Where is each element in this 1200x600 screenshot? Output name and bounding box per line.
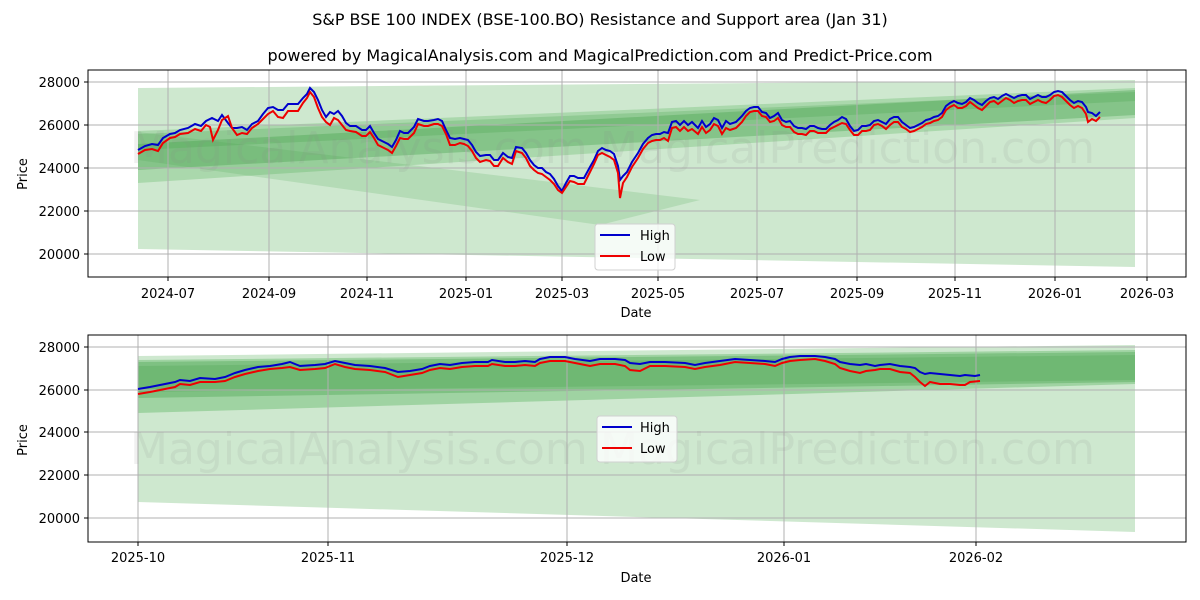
legend-high-label: High: [640, 229, 670, 244]
bottom-ytick: 24000: [39, 426, 80, 441]
bottom-ytick: 20000: [39, 512, 80, 527]
bottom-ytick: 22000: [39, 469, 80, 484]
bottom-y-axis: 28000 26000 24000 22000 20000 Price: [16, 341, 88, 527]
top-ytick: 20000: [39, 248, 80, 263]
bottom-xtick: 2026-01: [757, 551, 811, 566]
top-ytick: 22000: [39, 205, 80, 220]
top-panel: MagicalAnalysis.com MagicalPrediction.co…: [16, 69, 1187, 321]
legend-low-label: Low: [640, 442, 666, 457]
top-xtick: 2025-05: [631, 287, 685, 302]
top-high-line: [137, 86, 1101, 193]
bottom-grid: [88, 335, 1186, 542]
legend-low-label: Low: [640, 250, 666, 265]
bottom-xtick: 2025-12: [540, 551, 594, 566]
bottom-ytick: 26000: [39, 384, 80, 399]
legend-high-label: High: [640, 421, 670, 436]
top-ytick: 24000: [39, 162, 80, 177]
top-xtick: 2025-01: [439, 287, 493, 302]
bottom-legend: High Low: [596, 415, 678, 463]
top-y-axis: 28000 26000 24000 22000 20000 Price: [16, 76, 88, 263]
top-xlabel: Date: [620, 306, 651, 321]
bottom-xtick: 2025-11: [301, 551, 355, 566]
chart-subtitle: powered by MagicalAnalysis.com and Magic…: [267, 46, 933, 65]
top-xtick: 2026-03: [1120, 287, 1174, 302]
top-xtick: 2024-11: [340, 287, 394, 302]
top-axes-frame: [87, 69, 1187, 278]
top-ytick: 26000: [39, 119, 80, 134]
watermark-magicalanalysis: MagicalAnalysis.com: [130, 123, 588, 174]
bottom-ylabel: Price: [16, 424, 31, 456]
top-xtick: 2024-07: [141, 287, 195, 302]
top-xtick: 2025-03: [535, 287, 589, 302]
bottom-axes-frame: [87, 334, 1187, 543]
top-resistance-support-bands: [138, 80, 1135, 267]
top-xtick: 2025-11: [928, 287, 982, 302]
bottom-xtick: 2025-10: [111, 551, 165, 566]
bottom-x-axis: 2025-10 2025-11 2025-12 2026-01 2026-02 …: [111, 542, 1003, 586]
top-xtick: 2024-09: [242, 287, 296, 302]
bottom-ytick: 28000: [39, 341, 80, 356]
bottom-high-line: [137, 355, 981, 390]
watermark-magicalprediction: MagicalPrediction.com: [600, 123, 1095, 174]
top-x-axis: 2024-07 2024-09 2024-11 2025-01 2025-03 …: [141, 277, 1174, 321]
bottom-xtick: 2026-02: [949, 551, 1003, 566]
bottom-panel: MagicalAnalysis.com MagicalPrediction.co…: [16, 334, 1187, 586]
top-low-line: [137, 90, 1101, 199]
chart-title: S&P BSE 100 INDEX (BSE-100.BO) Resistanc…: [312, 10, 888, 29]
watermark-magicalprediction: MagicalPrediction.com: [600, 424, 1095, 475]
top-ytick: 28000: [39, 76, 80, 91]
bottom-low-line: [137, 357, 981, 395]
bottom-xlabel: Date: [620, 571, 651, 586]
top-legend: High Low: [594, 223, 676, 271]
top-ylabel: Price: [16, 158, 31, 190]
top-xtick: 2026-01: [1028, 287, 1082, 302]
watermark-magicalanalysis: MagicalAnalysis.com: [130, 424, 588, 475]
top-xtick: 2025-09: [830, 287, 884, 302]
top-xtick: 2025-07: [730, 287, 784, 302]
